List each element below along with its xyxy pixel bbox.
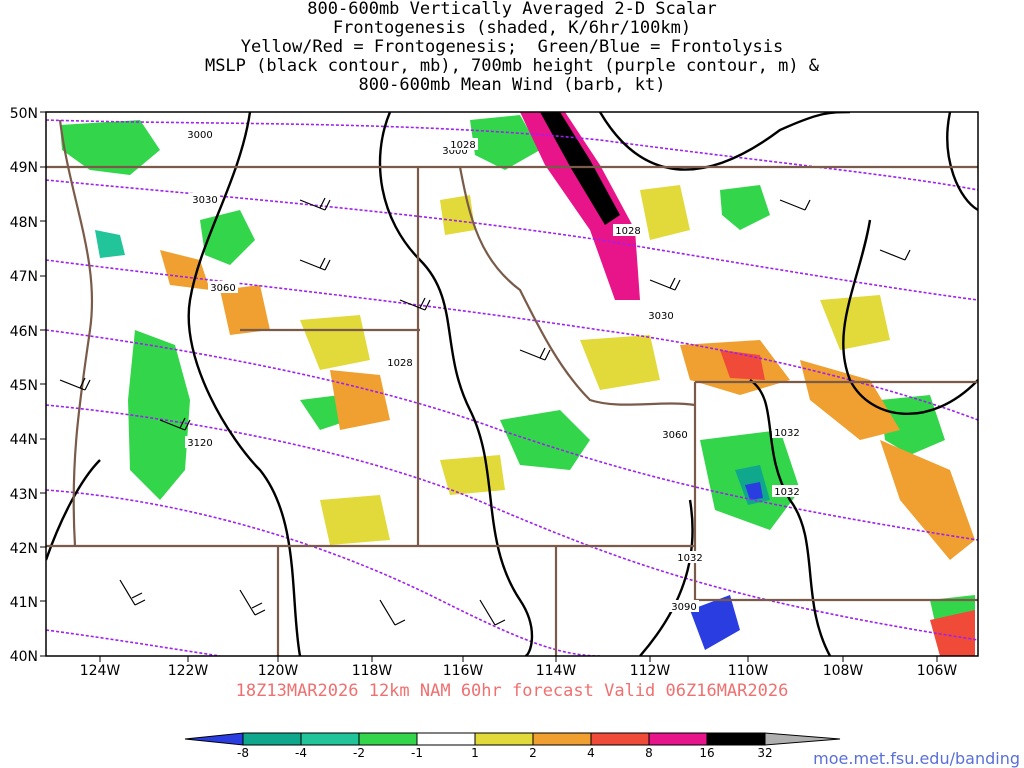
lon-label: 110W [728,663,769,679]
colorbar-tick: 2 [529,746,537,760]
colorbar-segment [590,732,650,746]
contour-labels: 3000 3000 1028 3030 1028 3060 3030 1028 … [185,128,802,613]
contour-label: 1028 [613,224,643,237]
svg-text:1032: 1032 [774,428,799,439]
svg-text:3060: 3060 [210,283,235,294]
title-block: 800-600mb Vertically Averaged 2-D Scalar… [0,0,1024,95]
contour-label: 3060 [208,281,238,294]
colorbar-segment [300,732,360,746]
colorbar-tick: -1 [411,746,423,760]
lon-label: 124W [80,663,121,679]
colorbar-segment [358,732,418,746]
svg-text:1028: 1028 [387,358,412,369]
colorbar-segment [242,732,302,746]
lat-label: 45N [10,378,38,394]
colorbar-segment [474,732,534,746]
colorbar-segment [184,732,244,746]
svg-text:1032: 1032 [677,553,702,564]
colorbar-segment [416,732,476,746]
colorbar: -8 -4 -2 -1 1 2 4 8 16 32 [184,732,841,760]
contour-label: 3090 [669,600,699,613]
colorbar-tick: -8 [237,746,249,760]
svg-text:1028: 1028 [615,226,640,237]
lat-label: 50N [10,106,38,122]
colorbar-tick: 8 [645,746,653,760]
colorbar-segment [532,732,592,746]
contour-label: 1028 [448,138,478,151]
colorbar-segment [648,732,708,746]
contour-label: 3030 [646,309,676,322]
colorbar-tick: -2 [353,746,365,760]
valid-time-line: 18Z13MAR2026 12km NAM 60hr forecast Vali… [235,681,789,701]
lon-label: 114W [536,663,577,679]
wind-barbs [59,197,911,626]
lat-label: 46N [10,324,38,340]
svg-text:3120: 3120 [187,438,212,449]
lon-axis: 124W 122W 120W 118W 116W 114W 112W 110W … [80,656,958,679]
map-layers [46,112,978,656]
lat-label: 44N [10,432,38,448]
lat-label: 42N [10,541,38,557]
title-line-4: MSLP (black contour, mb), 700mb height (… [204,56,820,76]
lat-label: 49N [10,160,38,176]
mslp-contours [46,112,978,656]
frontogenesis-shading [60,112,975,656]
colorbar-tick: 16 [699,746,714,760]
colorbar-segment [706,732,766,746]
svg-text:1028: 1028 [450,140,475,151]
colorbar-segment [764,732,841,746]
lon-label: 116W [443,663,484,679]
contour-label: 3030 [190,193,220,206]
title-line-2: Frontogenesis (shaded, K/6hr/100km) [332,18,692,38]
credit-link[interactable]: moe.met.fsu.edu/banding [813,749,1020,768]
lon-label: 120W [258,663,299,679]
title-line-3: Yellow/Red = Frontogenesis; Green/Blue =… [240,37,784,57]
lat-label: 41N [10,595,38,611]
svg-text:3030: 3030 [192,195,217,206]
contour-label: 1032 [772,426,802,439]
lon-label: 108W [823,663,864,679]
svg-text:3000: 3000 [442,146,467,157]
svg-text:1032: 1032 [774,487,799,498]
lon-label: 106W [917,663,958,679]
contour-label: 3000 [185,128,215,141]
contour-label: 1028 [385,356,415,369]
colorbar-tick: -4 [295,746,307,760]
lat-label: 43N [10,487,38,503]
svg-text:3090: 3090 [671,602,696,613]
lon-label: 118W [352,663,393,679]
contour-label: 1032 [772,485,802,498]
lat-label: 40N [10,649,38,665]
colorbar-tick: 32 [757,746,772,760]
contour-label: 3060 [660,428,690,441]
lat-axis: 50N 49N 48N 47N 46N 45N 44N 43N 42N 41N … [10,106,46,665]
colorbar-tick: 1 [471,746,479,760]
lat-label: 48N [10,215,38,231]
contour-label: 1032 [675,551,705,564]
svg-text:3060: 3060 [662,430,687,441]
title-line-1: 800-600mb Vertically Averaged 2-D Scalar [307,0,717,19]
contour-label: 3120 [185,436,215,449]
lon-label: 112W [630,663,671,679]
svg-text:3000: 3000 [187,130,212,141]
title-line-5: 800-600mb Mean Wind (barb, kt) [358,75,666,95]
svg-text:3030: 3030 [648,311,673,322]
lat-label: 47N [10,269,38,285]
lon-label: 122W [168,663,209,679]
colorbar-tick: 4 [587,746,595,760]
